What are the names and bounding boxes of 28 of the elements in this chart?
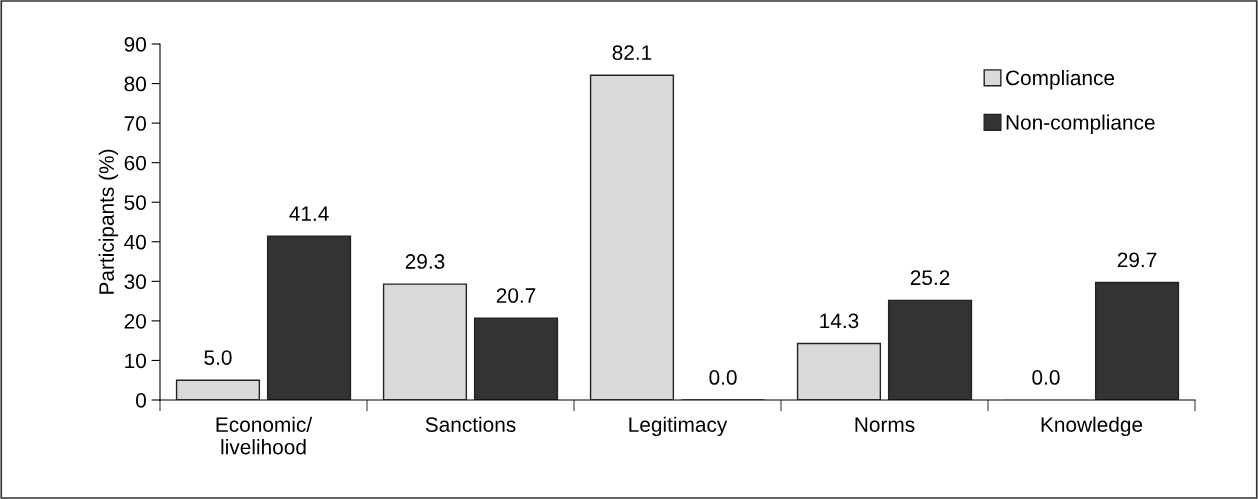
data-label: 82.1 [612, 45, 652, 61]
y-tick-label: 50 [124, 195, 146, 210]
x-tick-label: Legitimacy [629, 416, 728, 437]
y-tick-label: 70 [124, 116, 146, 131]
y-tick-label: 80 [124, 76, 146, 92]
data-label: 14.3 [820, 313, 859, 329]
y-tick-label: 0 [136, 393, 146, 408]
legend-label: Non-compliance [1006, 114, 1155, 134]
legend-label: Compliance [1006, 69, 1115, 90]
data-label: 25.2 [910, 270, 950, 286]
y-tick-label: 60 [124, 155, 146, 171]
y-tick-label: 40 [124, 234, 146, 250]
y-tick-label: 20 [124, 313, 146, 329]
data-label: 5.0 [204, 350, 232, 365]
data-label: 20.7 [496, 288, 536, 303]
x-tick-label: Economic/ livelihood [216, 416, 313, 455]
data-label: 29.7 [1117, 252, 1157, 268]
data-label: 0.0 [1032, 370, 1060, 385]
y-axis-title: Participants (%) [98, 149, 119, 294]
data-label: 29.3 [405, 254, 445, 269]
x-tick-label: Sanctions [425, 416, 516, 432]
data-label: 0.0 [709, 370, 737, 385]
data-label: 41.4 [289, 206, 329, 221]
x-tick-label: Norms [855, 417, 915, 432]
y-tick-label: 10 [125, 353, 146, 369]
y-tick-label: 90 [124, 37, 146, 52]
y-tick-label: 30 [124, 274, 146, 290]
x-tick-label: Knowledge [1041, 416, 1143, 437]
